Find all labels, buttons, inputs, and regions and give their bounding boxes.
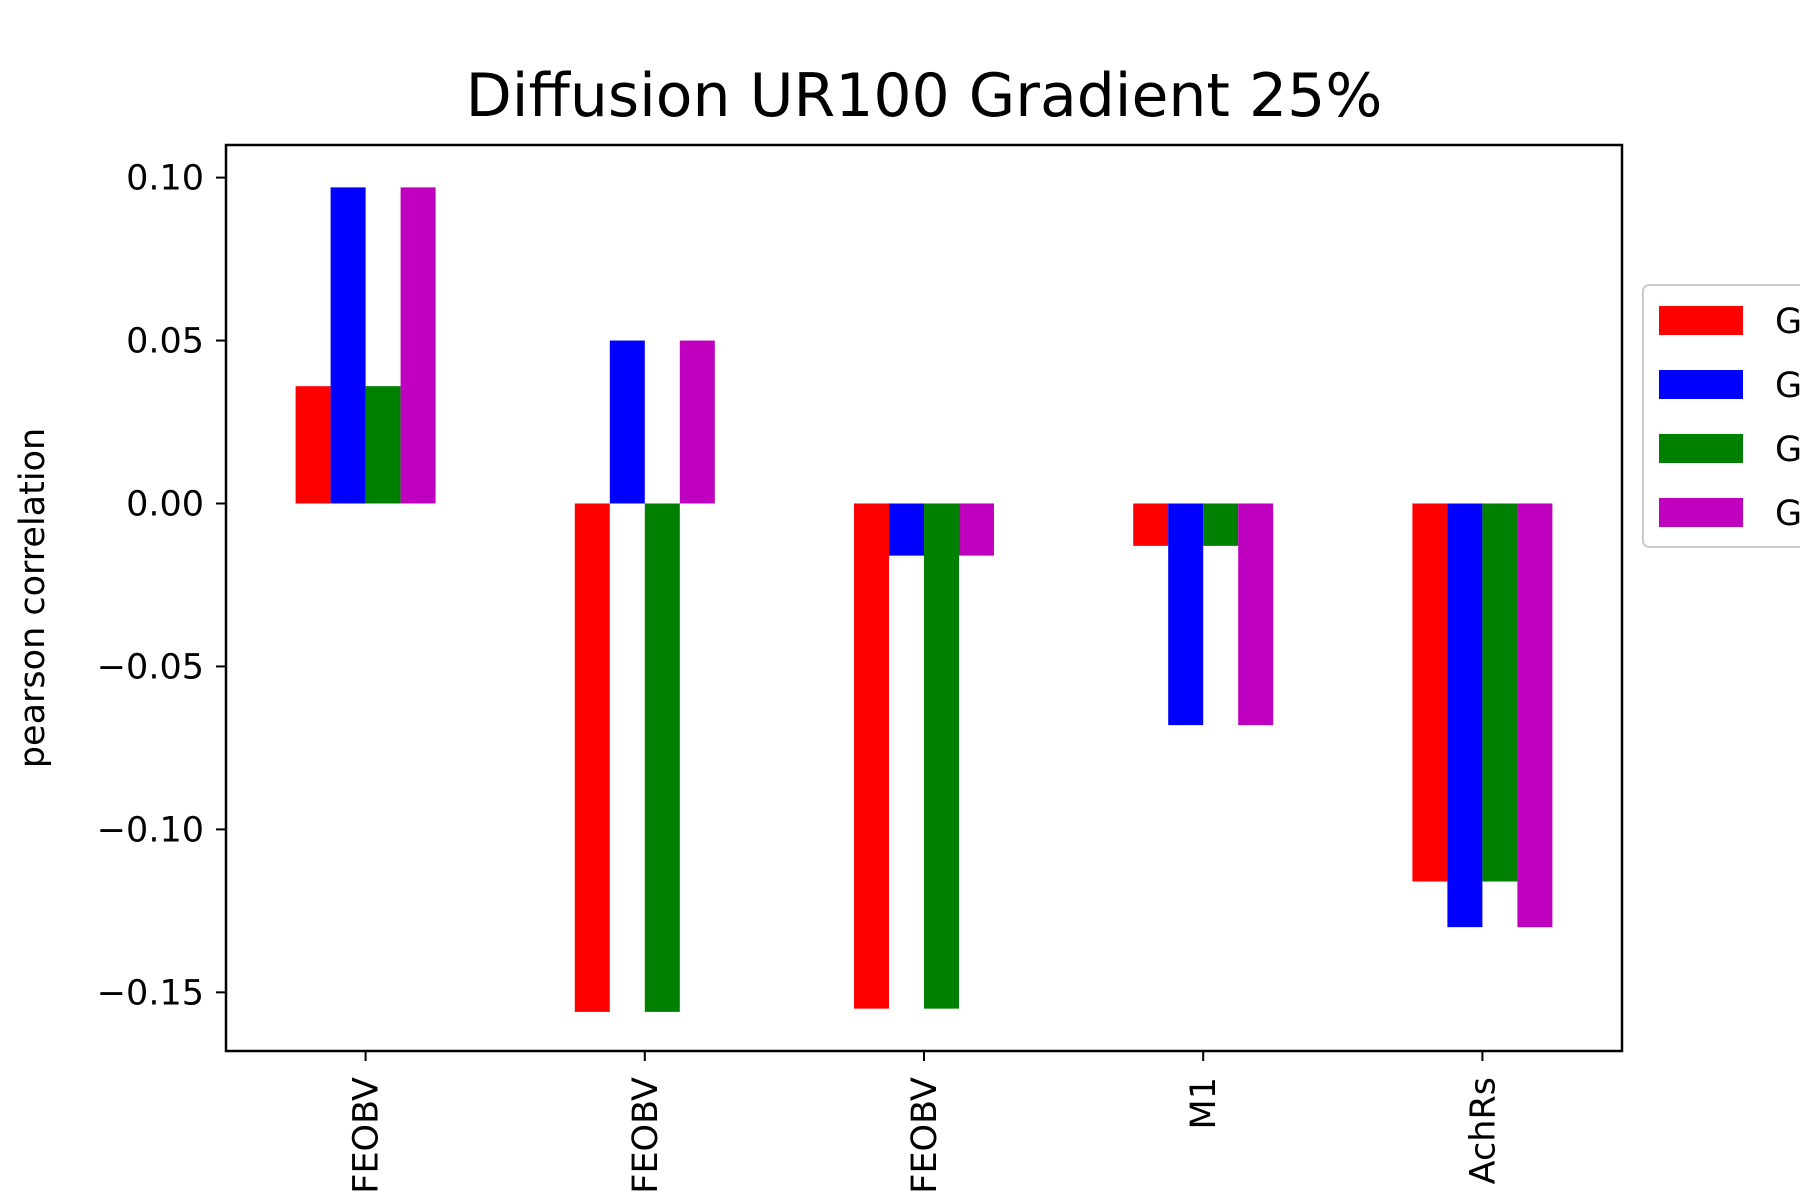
legend-swatch xyxy=(1659,306,1743,335)
bar xyxy=(1447,503,1483,928)
legend-swatch xyxy=(1659,498,1743,527)
legend-box xyxy=(1642,284,1800,548)
y-tick-label: −0.05 xyxy=(97,647,204,687)
plot-area: 0.10 0.05 0.00 −0.05 −0.10 −0.15 FEOBV FEOBV FEO… xyxy=(97,143,1624,1194)
legend-label: G xyxy=(1775,366,1800,406)
x-tick-label: FEOBV xyxy=(626,1077,666,1194)
bar xyxy=(889,503,924,556)
bar xyxy=(644,503,680,1012)
legend-label: G xyxy=(1775,494,1800,534)
chart-title: Diffusion UR100 Gradient 25% xyxy=(466,61,1383,131)
bar xyxy=(330,187,366,504)
x-tick-label: AchRs xyxy=(1463,1077,1503,1184)
bar xyxy=(1412,503,1448,882)
bar xyxy=(854,503,889,1009)
bar xyxy=(295,386,331,504)
x-tick-label: FEOBV xyxy=(905,1077,945,1194)
y-tick-label: 0.10 xyxy=(126,159,204,199)
bar xyxy=(679,340,715,504)
y-tick-label: −0.15 xyxy=(97,973,204,1013)
y-tick-label: 0.00 xyxy=(126,484,204,524)
bar xyxy=(959,503,994,556)
bar xyxy=(400,187,436,504)
x-tick-label: FEOBV xyxy=(347,1077,387,1194)
legend-swatch xyxy=(1659,434,1743,463)
y-axis-label: pearson correlation xyxy=(13,428,53,768)
bar xyxy=(1238,503,1274,726)
bar xyxy=(574,503,610,1012)
legend-label: G xyxy=(1775,430,1800,470)
bar xyxy=(1203,503,1239,546)
y-tick-label: −0.10 xyxy=(97,810,204,850)
legend-swatch xyxy=(1659,370,1743,399)
bar xyxy=(1482,503,1518,882)
y-tick-label: 0.05 xyxy=(126,322,204,362)
bar xyxy=(365,386,401,504)
x-tick-label: M1 xyxy=(1184,1077,1224,1129)
bar xyxy=(609,340,645,504)
bar xyxy=(1517,503,1553,928)
legend-label: G xyxy=(1775,302,1800,342)
bar xyxy=(1133,503,1169,546)
bar xyxy=(1168,503,1204,726)
bar xyxy=(924,503,959,1009)
